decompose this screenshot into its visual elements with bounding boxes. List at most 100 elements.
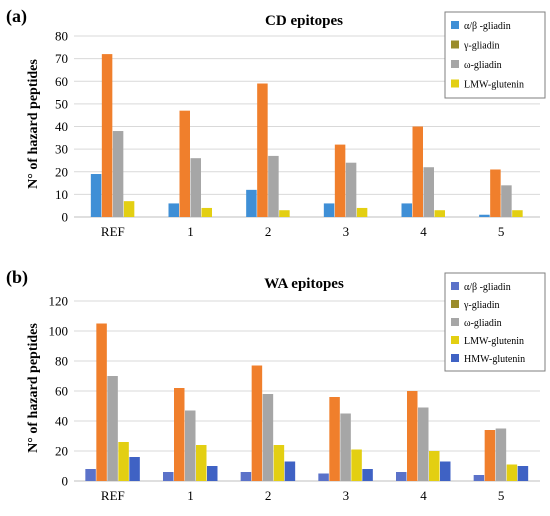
bar--gliadin-2 (268, 155, 279, 217)
bar-lmw-glutenin-5 (506, 464, 518, 481)
bar--gliadin-3 (329, 397, 340, 481)
y-tick-label: 40 (55, 414, 68, 429)
x-tick-label: 3 (343, 224, 350, 239)
bar-lmw-glutenin-4 (429, 451, 440, 481)
panel-label: (b) (6, 267, 28, 288)
y-tick-label: 80 (55, 354, 68, 369)
bar-lmw-glutenin-5 (512, 210, 523, 217)
y-tick-label: 0 (62, 474, 69, 489)
bar--gliadin-5 (495, 428, 507, 481)
y-axis-label: N° of hazard peptides (26, 323, 41, 453)
y-axis-label: N° of hazard peptides (26, 59, 41, 189)
bar--gliadin-4 (412, 126, 423, 217)
bar-lmw-glutenin-2 (273, 445, 285, 481)
chart-panel-1: 0 20 40 60 80 100 120 REF 1 2 3 4 5 (b) WA epitopes N° … (6, 267, 546, 503)
legend-swatch (451, 79, 459, 88)
legend-box (444, 11, 546, 99)
bar-lmw-glutenin-ref (123, 201, 135, 217)
legend-entry: ω-gliadin (464, 60, 502, 71)
bar--gliadin-3 (318, 473, 329, 481)
bar--gliadin-4 (418, 407, 429, 481)
bar-hmw-glutenin-3 (362, 469, 373, 481)
legend-entry: HMW-glutenin (464, 354, 525, 365)
legend-entry: α/β -gliadin (464, 21, 511, 32)
y-tick-label: 120 (49, 294, 69, 309)
bar--gliadin-ref (112, 131, 124, 217)
bar--gliadin-4 (396, 472, 407, 481)
x-tick-label: 3 (343, 488, 350, 503)
legend-swatch (451, 354, 459, 362)
y-tick-label: 60 (55, 384, 68, 399)
bar--gliadin-2 (262, 394, 274, 481)
bar--gliadin-2 (257, 83, 268, 217)
bar--gliadin-5 (501, 185, 512, 217)
legend-box (444, 272, 546, 372)
bar--gliadin-1 (190, 158, 201, 217)
panel-label: (a) (6, 6, 27, 27)
bar-hmw-glutenin-1 (207, 466, 218, 481)
bar--gliadin-ref (85, 469, 96, 481)
bar--gliadin-2 (240, 472, 252, 481)
legend-swatch (451, 282, 459, 290)
y-tick-label: 10 (55, 187, 68, 202)
legend-entry: γ-gliadin (463, 300, 500, 311)
x-tick-label: 5 (498, 488, 505, 503)
bar--gliadin-2 (246, 189, 257, 217)
legend-swatch (451, 21, 459, 29)
x-tick-label: 5 (498, 224, 505, 239)
y-tick-label: 40 (55, 119, 68, 134)
bar-hmw-glutenin-ref (129, 457, 140, 481)
bar--gliadin-4 (401, 203, 412, 217)
x-tick-label: REF (101, 488, 125, 503)
bar--gliadin-3 (334, 144, 346, 217)
bar--gliadin-1 (168, 203, 179, 217)
bar-hmw-glutenin-4 (440, 461, 451, 481)
bar--gliadin-ref (101, 54, 113, 217)
bar--gliadin-ref (96, 323, 107, 481)
bar-lmw-glutenin-3 (351, 449, 362, 481)
bar-lmw-glutenin-2 (279, 210, 290, 217)
legend-swatch (451, 40, 459, 49)
bar-lmw-glutenin-4 (434, 210, 445, 217)
bar-lmw-glutenin-3 (356, 207, 368, 217)
legend-entry: LMW-glutenin (464, 336, 524, 347)
bar-lmw-glutenin-ref (118, 442, 129, 481)
x-tick-label: 1 (187, 488, 194, 503)
bar--gliadin-2 (251, 365, 263, 481)
bar-hmw-glutenin-5 (517, 466, 529, 481)
x-tick-label: 4 (420, 224, 427, 239)
bar--gliadin-5 (490, 169, 501, 217)
legend-entry: α/β -gliadin (464, 282, 511, 293)
y-tick-label: 0 (62, 210, 69, 225)
bar--gliadin-ref (90, 174, 102, 217)
legend-entry: LMW-glutenin (464, 80, 524, 91)
bar--gliadin-4 (407, 391, 418, 481)
bar--gliadin-ref (107, 376, 118, 481)
y-tick-label: 30 (55, 142, 68, 157)
chart-title: WA epitopes (264, 276, 344, 292)
legend-swatch (451, 300, 459, 308)
bar-lmw-glutenin-1 (196, 445, 207, 481)
bar--gliadin-3 (340, 413, 351, 481)
bar--gliadin-1 (174, 388, 185, 481)
y-tick-label: 20 (55, 444, 68, 459)
y-tick-label: 20 (55, 164, 68, 179)
chart-title: CD epitopes (265, 13, 343, 29)
bar--gliadin-4 (423, 167, 434, 217)
bar--gliadin-3 (345, 162, 357, 217)
y-tick-label: 80 (55, 29, 68, 44)
legend-entry: ω-gliadin (464, 318, 502, 329)
bar-lmw-glutenin-1 (201, 207, 212, 217)
legend-swatch (451, 336, 459, 344)
legend-swatch (451, 60, 459, 68)
bar-hmw-glutenin-2 (284, 461, 296, 481)
legend-entry: γ-gliadin (463, 41, 500, 52)
bar--gliadin-1 (179, 110, 190, 217)
x-tick-label: 2 (265, 224, 272, 239)
x-tick-label: REF (101, 224, 125, 239)
x-tick-label: 2 (265, 488, 272, 503)
x-tick-label: 1 (187, 224, 194, 239)
y-tick-label: 60 (55, 74, 68, 89)
y-tick-label: 100 (49, 324, 69, 339)
